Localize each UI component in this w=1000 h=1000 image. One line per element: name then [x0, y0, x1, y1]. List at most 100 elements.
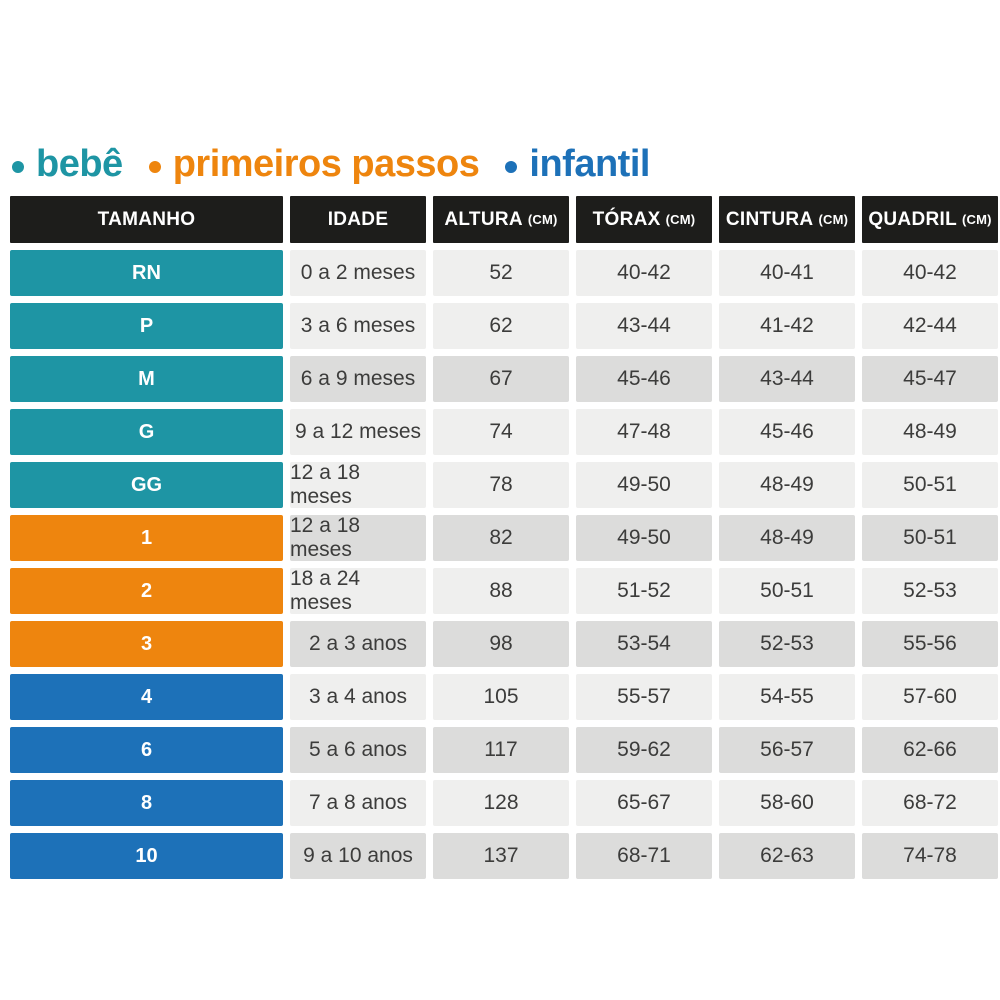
size-cell-gg: GG [10, 462, 283, 508]
torax-cell: 45-46 [576, 356, 712, 402]
column-header-label: IDADE [327, 208, 389, 230]
altura-cell: 52 [433, 250, 569, 296]
torax-cell: 40-42 [576, 250, 712, 296]
quadril-cell: 45-47 [862, 356, 998, 402]
size-cell-g: G [10, 409, 283, 455]
size-cell-8: 8 [10, 780, 283, 826]
torax-cell: 49-50 [576, 462, 712, 508]
size-cell-4: 4 [10, 674, 283, 720]
column-header-cintura: CINTURA (CM) [719, 196, 855, 243]
bullet-dot-icon [148, 161, 161, 173]
column-header-label: TAMANHO [97, 208, 196, 230]
torax-cell: 47-48 [576, 409, 712, 455]
idade-cell: 3 a 4 anos [290, 674, 426, 720]
cintura-cell: 41-42 [719, 303, 855, 349]
size-cell-rn: RN [10, 250, 283, 296]
column-header-unit: (CM) [818, 212, 849, 227]
cintura-cell: 62-63 [719, 833, 855, 879]
altura-cell: 67 [433, 356, 569, 402]
column-header-torax: TÓRAX (CM) [576, 196, 712, 243]
idade-cell: 12 a 18 meses [290, 514, 426, 561]
column-header-label: QUADRIL [868, 208, 957, 230]
idade-cell: 12 a 18 meses [290, 461, 426, 508]
quadril-cell: 55-56 [862, 621, 998, 667]
altura-cell: 105 [433, 674, 569, 720]
column-header-idade: IDADE [290, 196, 426, 243]
column-header-label: ALTURA [444, 208, 523, 230]
altura-cell: 128 [433, 780, 569, 826]
size-cell-3: 3 [10, 621, 283, 667]
altura-cell: 78 [433, 462, 569, 508]
quadril-cell: 48-49 [862, 409, 998, 455]
column-header-quadril: QUADRIL (CM) [862, 196, 998, 243]
idade-cell: 5 a 6 anos [290, 727, 426, 773]
altura-cell: 62 [433, 303, 569, 349]
quadril-cell: 52-53 [862, 568, 998, 614]
torax-cell: 43-44 [576, 303, 712, 349]
idade-cell: 9 a 10 anos [290, 833, 426, 879]
column-header-tamanho: TAMANHO [10, 196, 283, 243]
torax-cell: 49-50 [576, 515, 712, 561]
legend-label-primeiros-passos: primeiros passos [172, 143, 480, 185]
cintura-cell: 48-49 [719, 515, 855, 561]
size-cell-m: M [10, 356, 283, 402]
column-header-altura: ALTURA (CM) [433, 196, 569, 243]
torax-cell: 55-57 [576, 674, 712, 720]
altura-cell: 74 [433, 409, 569, 455]
altura-cell: 98 [433, 621, 569, 667]
altura-cell: 88 [433, 568, 569, 614]
column-header-label: TÓRAX [592, 208, 661, 230]
cintura-cell: 54-55 [719, 674, 855, 720]
column-header-label: CINTURA [725, 208, 814, 230]
idade-cell: 2 a 3 anos [290, 621, 426, 667]
quadril-cell: 50-51 [862, 515, 998, 561]
quadril-cell: 40-42 [862, 250, 998, 296]
legend-item-bebe: bebê [12, 143, 123, 186]
legend-item-primeiros-passos: primeiros passos [148, 143, 480, 186]
column-header-unit: (CM) [527, 212, 558, 227]
torax-cell: 51-52 [576, 568, 712, 614]
cintura-cell: 56-57 [719, 727, 855, 773]
legend-item-infantil: infantil [505, 143, 650, 186]
legend-label-bebe: bebê [36, 143, 123, 185]
altura-cell: 137 [433, 833, 569, 879]
bullet-dot-icon [505, 161, 518, 173]
column-header-unit: (CM) [961, 212, 992, 227]
legend-label-infantil: infantil [529, 143, 650, 185]
idade-cell: 7 a 8 anos [290, 780, 426, 826]
idade-cell: 6 a 9 meses [290, 356, 426, 402]
size-cell-6: 6 [10, 727, 283, 773]
torax-cell: 68-71 [576, 833, 712, 879]
bullet-dot-icon [12, 161, 24, 173]
size-cell-1: 1 [10, 515, 283, 561]
cintura-cell: 48-49 [719, 462, 855, 508]
cintura-cell: 52-53 [719, 621, 855, 667]
quadril-cell: 50-51 [862, 462, 998, 508]
quadril-cell: 42-44 [862, 303, 998, 349]
altura-cell: 82 [433, 515, 569, 561]
idade-cell: 3 a 6 meses [290, 303, 426, 349]
cintura-cell: 45-46 [719, 409, 855, 455]
legend: bebê primeiros passos infantil [12, 143, 650, 186]
altura-cell: 117 [433, 727, 569, 773]
quadril-cell: 57-60 [862, 674, 998, 720]
size-cell-2: 2 [10, 568, 283, 614]
cintura-cell: 50-51 [719, 568, 855, 614]
size-cell-p: P [10, 303, 283, 349]
idade-cell: 9 a 12 meses [290, 409, 426, 455]
quadril-cell: 74-78 [862, 833, 998, 879]
size-cell-10: 10 [10, 833, 283, 879]
cintura-cell: 43-44 [719, 356, 855, 402]
quadril-cell: 62-66 [862, 727, 998, 773]
column-header-unit: (CM) [665, 212, 696, 227]
torax-cell: 59-62 [576, 727, 712, 773]
idade-cell: 0 a 2 meses [290, 250, 426, 296]
torax-cell: 53-54 [576, 621, 712, 667]
torax-cell: 65-67 [576, 780, 712, 826]
quadril-cell: 68-72 [862, 780, 998, 826]
cintura-cell: 40-41 [719, 250, 855, 296]
size-chart-table: TAMANHO IDADE ALTURA (CM) TÓRAX (CM) CIN… [10, 196, 998, 879]
idade-cell: 18 a 24 meses [290, 567, 426, 614]
cintura-cell: 58-60 [719, 780, 855, 826]
